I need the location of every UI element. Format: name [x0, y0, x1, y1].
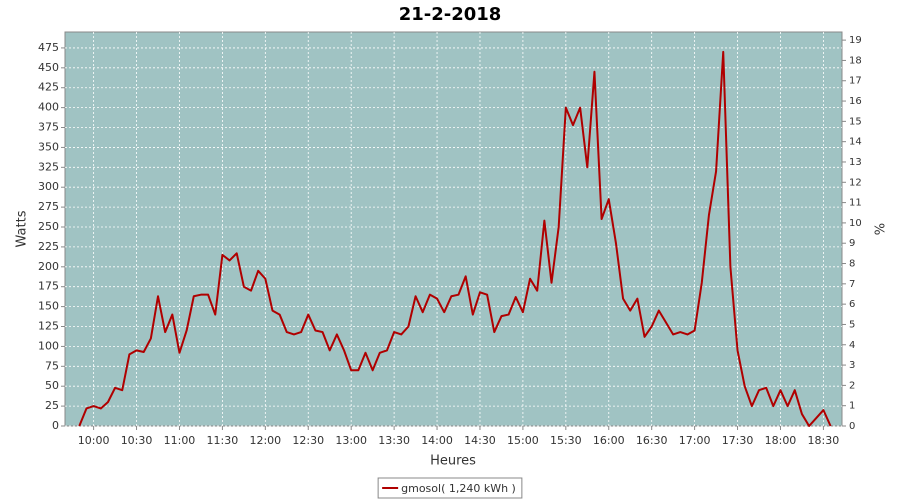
y2-tick-label: 13	[849, 157, 862, 168]
y-tick-label: 350	[38, 140, 59, 153]
y2-tick-label: 3	[849, 360, 855, 371]
plot-area	[64, 31, 843, 427]
x-tick-label: 15:30	[550, 434, 582, 447]
y2-tick-label: 8	[849, 259, 855, 270]
x-tick-label: 10:30	[121, 434, 153, 447]
y2-tick-label: 12	[849, 177, 862, 188]
y2-tick-label: 18	[849, 55, 862, 66]
y-tick-label: 325	[38, 160, 59, 173]
x-tick-label: 17:30	[722, 434, 754, 447]
x-tick-label: 13:00	[335, 434, 367, 447]
x-tick-label: 12:30	[292, 434, 324, 447]
y-tick-label: 175	[38, 280, 59, 293]
y-tick-label: 425	[38, 81, 59, 94]
x-tick-label: 12:00	[249, 434, 281, 447]
y-tick-label: 50	[45, 379, 59, 392]
x-axis-title: Heures	[430, 454, 476, 469]
y-tick-label: 400	[38, 101, 59, 114]
y-axis-title: Watts	[15, 210, 30, 247]
y2-tick-label: 16	[849, 96, 862, 107]
y-tick-label: 300	[38, 180, 59, 193]
y2-tick-label: 11	[849, 198, 862, 209]
x-tick-label: 18:00	[765, 434, 797, 447]
y-tick-label: 150	[38, 300, 59, 313]
x-tick-label: 14:30	[464, 434, 496, 447]
y2-tick-label: 17	[849, 76, 862, 87]
y-tick-label: 250	[38, 220, 59, 233]
x-tick-label: 18:30	[808, 434, 840, 447]
legend-label: gmosol( 1,240 kWh )	[401, 482, 516, 495]
y2-axis-title: %	[874, 223, 889, 235]
x-tick-label: 11:30	[207, 434, 239, 447]
legend: gmosol( 1,240 kWh )	[377, 477, 523, 499]
y-tick-label: 200	[38, 260, 59, 273]
y-tick-label: 125	[38, 320, 59, 333]
x-tick-label: 11:00	[164, 434, 196, 447]
y-tick-label: 375	[38, 121, 59, 134]
x-tick-label: 14:00	[421, 434, 453, 447]
y-tick-label: 100	[38, 339, 59, 352]
y2-tick-label: 0	[849, 421, 855, 432]
y2-tick-label: 6	[849, 299, 855, 310]
x-tick-label: 16:00	[593, 434, 625, 447]
x-tick-label: 15:00	[507, 434, 539, 447]
y-tick-label: 475	[38, 41, 59, 54]
x-tick-label: 10:00	[78, 434, 110, 447]
x-tick-label: 17:00	[679, 434, 711, 447]
y2-tick-label: 14	[849, 137, 862, 148]
legend-box	[377, 477, 523, 499]
y2-tick-label: 15	[849, 116, 862, 127]
y-tick-label: 75	[45, 359, 59, 372]
chart-title: 21-2-2018	[399, 4, 502, 25]
y2-tick-label: 1	[849, 401, 855, 412]
y2-tick-label: 7	[849, 279, 855, 290]
y-tick-label: 275	[38, 200, 59, 213]
data-line	[78, 50, 832, 427]
x-tick-label: 13:30	[378, 434, 410, 447]
y2-tick-label: 2	[849, 380, 855, 391]
y-tick-label: 25	[45, 399, 59, 412]
y-tick-label: 225	[38, 240, 59, 253]
y2-tick-label: 5	[849, 319, 855, 330]
y-tick-label: 450	[38, 61, 59, 74]
y-tick-label: 0	[52, 419, 59, 432]
y2-tick-label: 19	[849, 35, 862, 46]
x-tick-label: 16:30	[636, 434, 668, 447]
y2-tick-label: 10	[849, 218, 862, 229]
y2-tick-label: 9	[849, 238, 855, 249]
y2-tick-label: 4	[849, 340, 855, 351]
